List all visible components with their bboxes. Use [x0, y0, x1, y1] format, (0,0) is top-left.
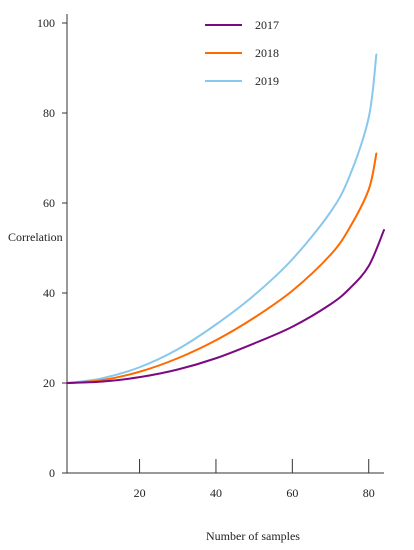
y-tick-label: 100 [37, 16, 55, 30]
legend-label-2019: 2019 [255, 74, 279, 88]
series-line-2017 [66, 229, 385, 384]
series-line-2018 [66, 152, 378, 384]
x-axis-label: Number of samples [206, 529, 300, 543]
x-tick-label: 80 [363, 486, 375, 500]
x-tick-label: 40 [210, 486, 222, 500]
y-tick-label: 80 [43, 106, 55, 120]
ticks: 20 40 60 80 0 20 40 60 80 100 [37, 16, 375, 500]
y-tick-label: 60 [43, 196, 55, 210]
legend-label-2018: 2018 [255, 46, 279, 60]
series [66, 53, 385, 384]
axes [66, 14, 384, 474]
x-tick-label: 60 [286, 486, 298, 500]
legend: 2017 2018 2019 [205, 18, 279, 88]
y-tick-label: 40 [43, 286, 55, 300]
series-line-2019 [66, 53, 378, 384]
legend-label-2017: 2017 [255, 18, 279, 32]
y-tick-label: 0 [49, 466, 55, 480]
x-tick-label: 20 [134, 486, 146, 500]
y-axis-label: Correlation [8, 230, 63, 244]
y-tick-label: 20 [43, 376, 55, 390]
